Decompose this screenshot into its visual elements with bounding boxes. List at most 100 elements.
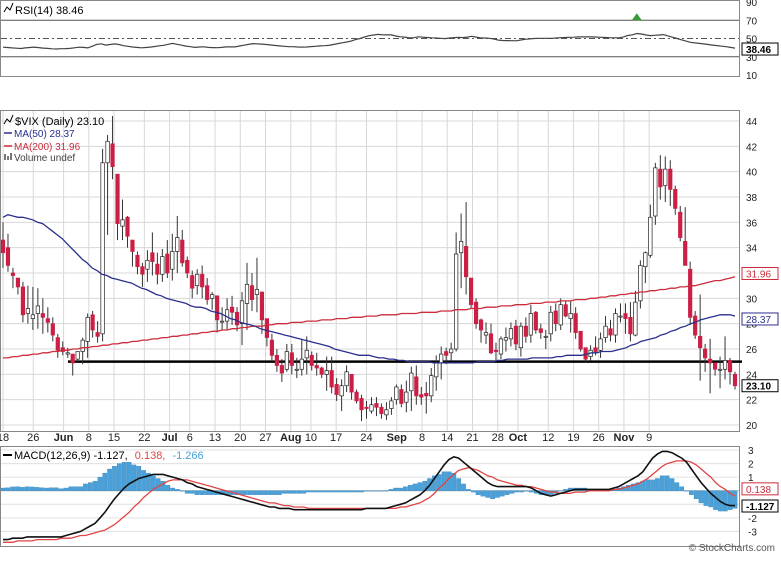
- date-tick-label: 6: [187, 432, 193, 444]
- candle: [379, 403, 384, 419]
- date-tick-label: 22: [138, 432, 150, 444]
- candle: [234, 307, 240, 332]
- macd-histogram-bar: [320, 490, 326, 493]
- date-tick-label: Jul: [162, 432, 178, 444]
- macd-histogram-bar: [359, 490, 365, 493]
- macd-histogram-bar: [664, 475, 670, 491]
- candle: [717, 356, 723, 389]
- macd-panel: 3210-1-2-3 0.138-1.127 MACD(12,26,9) -1.…: [0, 446, 779, 547]
- price-value-tag: 23.10: [741, 379, 779, 393]
- macd-histogram-bar: [679, 486, 685, 491]
- macd-histogram-bar: [655, 478, 660, 491]
- date-axis: 18 26 Jun 8 15 22 Jul 6 13 20 27 Aug 10 17 24 Sep 8 14 21 2…: [0, 432, 652, 444]
- price-y-tick-label: 38: [746, 193, 758, 204]
- candle: [638, 260, 643, 309]
- candle: [613, 308, 618, 343]
- candle: [548, 305, 553, 342]
- candle: [319, 366, 324, 379]
- candle: [254, 257, 260, 313]
- macd-histogram-bar: [121, 462, 127, 491]
- candle: [483, 322, 489, 344]
- candle: [608, 319, 613, 342]
- macd-histogram-bar: [509, 490, 515, 494]
- candle: [344, 365, 349, 393]
- candle: [135, 251, 140, 275]
- macd-histogram-bar: [20, 487, 25, 491]
- macd-histogram-bar: [301, 490, 306, 494]
- macd-histogram-bar: [204, 490, 209, 495]
- candle: [205, 278, 210, 305]
- credit-text: © StockCharts.com: [688, 543, 775, 554]
- candle: [573, 307, 578, 339]
- candle: [618, 303, 623, 323]
- candle: [274, 349, 279, 372]
- macd-histogram-bar: [475, 490, 481, 495]
- candle: [195, 269, 200, 295]
- macd-histogram-bar: [126, 462, 132, 491]
- candle: [229, 295, 235, 325]
- candle: [369, 397, 374, 414]
- macd-histogram-bar: [354, 490, 360, 493]
- macd-y-tick-label: 3: [748, 446, 754, 457]
- candle: [65, 347, 70, 358]
- candle: [60, 341, 65, 356]
- candle: [399, 384, 404, 408]
- macd-histogram-bar: [44, 487, 49, 491]
- candle: [304, 336, 309, 375]
- macd-histogram-bar: [141, 470, 146, 491]
- macd-histogram-bar: [262, 490, 268, 495]
- candle: [698, 294, 703, 381]
- candle: [329, 356, 334, 394]
- macd-histogram-bar: [150, 475, 156, 491]
- date-tick-label: 27: [259, 432, 271, 444]
- candle: [633, 290, 638, 337]
- macd-value-tag: -1.127: [741, 499, 779, 513]
- rsi-y-tick-label: 10: [746, 71, 758, 82]
- macd-histogram-bar: [650, 479, 655, 491]
- candle: [693, 311, 698, 339]
- candle: [269, 333, 274, 362]
- candle: [459, 213, 464, 289]
- candle: [215, 295, 220, 333]
- macd-histogram-bar: [466, 489, 471, 491]
- macd-histogram-bar: [373, 490, 379, 492]
- candle: [20, 281, 26, 323]
- date-tick-label: 20: [234, 432, 246, 444]
- candle: [658, 155, 663, 200]
- candle: [394, 384, 399, 405]
- date-tick-label: Jun: [54, 432, 74, 444]
- macd-histogram-bar: [490, 490, 495, 500]
- volume-legend-icon: [4, 153, 12, 160]
- date-tick-label: 9: [646, 432, 652, 444]
- macd-title-hist: -1.266: [172, 450, 203, 462]
- macd-histogram-bar: [417, 482, 423, 491]
- macd-histogram-bar: [689, 490, 694, 495]
- macd-histogram-bar: [15, 486, 20, 491]
- macd-histogram-bar: [626, 485, 631, 491]
- date-tick-label: 19: [567, 432, 579, 444]
- macd-histogram-bar: [102, 472, 108, 491]
- candle: [523, 317, 528, 343]
- macd-y-tick-label: 1: [748, 473, 754, 484]
- candle: [538, 323, 543, 339]
- macd-y-tick-label: -3: [748, 527, 757, 538]
- macd-histogram-bar: [645, 479, 651, 491]
- candle: [354, 389, 359, 404]
- macd-histogram-bar: [286, 490, 292, 494]
- svg-text:-1.127: -1.127: [746, 502, 775, 513]
- candle: [80, 337, 85, 365]
- macd-histogram-bar: [276, 490, 282, 495]
- macd-histogram-bar: [267, 490, 272, 495]
- date-tick-label: 24: [360, 432, 372, 444]
- candle: [409, 366, 414, 412]
- macd-histogram-bar: [131, 464, 137, 491]
- macd-histogram-bar: [112, 466, 117, 491]
- candle: [145, 250, 150, 282]
- macd-histogram-bar: [92, 481, 98, 491]
- candle: [419, 387, 424, 405]
- macd-histogram-bar: [155, 478, 161, 491]
- macd-histogram-bar: [529, 490, 534, 493]
- candle: [414, 365, 419, 405]
- macd-histogram-bar: [53, 487, 59, 491]
